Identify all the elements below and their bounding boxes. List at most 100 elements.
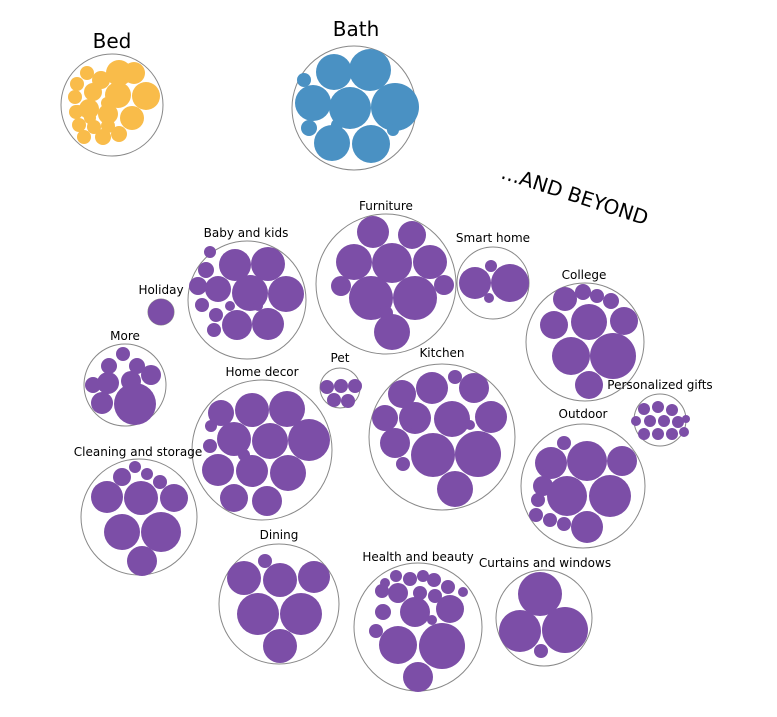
bubble-furniture-8 xyxy=(393,276,437,320)
group-label-personalized-gifts: Personalized gifts xyxy=(607,378,712,392)
bubble-more-3 xyxy=(129,358,145,374)
bubble-outdoor-4 xyxy=(607,446,637,476)
bubble-dining-6 xyxy=(280,593,322,635)
groups-layer: Bed Bath Baby and kids Furniture Smart home C… xyxy=(60,17,713,692)
bubble-holiday-1 xyxy=(148,299,174,325)
bubble-kitchen-15 xyxy=(465,420,475,430)
bubble-health-and-beauty-17 xyxy=(380,578,390,588)
bubble-cleaning-and-storage-10 xyxy=(127,546,157,576)
group-outline-bed xyxy=(60,53,164,157)
bubble-curtains-and-windows-2 xyxy=(499,610,541,652)
bubble-personalized-gifts-7 xyxy=(638,428,650,440)
group-bed: Bed xyxy=(60,29,164,157)
bubble-bath-7 xyxy=(352,125,390,163)
bubble-pet-4 xyxy=(327,393,341,407)
bubble-kitchen-8 xyxy=(475,401,507,433)
bubble-home-decor-8 xyxy=(236,455,268,487)
bubble-outdoor-9 xyxy=(529,508,543,522)
bubble-home-decor-2 xyxy=(235,393,269,427)
bubble-baby-and-kids-13 xyxy=(225,301,235,311)
group-label-bed: Bed xyxy=(93,29,132,53)
group-personalized-gifts: Personalized gifts xyxy=(607,378,713,447)
group-outline-college xyxy=(525,282,645,402)
bubble-bath-10 xyxy=(331,119,343,131)
bubble-health-and-beauty-12 xyxy=(400,597,430,627)
bubble-furniture-5 xyxy=(413,245,447,279)
bubble-kitchen-2 xyxy=(416,372,448,404)
bubble-more-4 xyxy=(85,377,101,393)
bubble-baby-and-kids-7 xyxy=(268,276,304,312)
bubble-smart-home-4 xyxy=(484,293,494,303)
bubble-dining-1 xyxy=(227,561,261,595)
bubble-outdoor-6 xyxy=(547,476,587,516)
bubble-more-2 xyxy=(116,347,130,361)
bubble-pet-3 xyxy=(348,379,362,393)
bubble-bath-11 xyxy=(387,124,399,136)
bubble-home-decor-13 xyxy=(205,420,217,432)
group-label-more: More xyxy=(110,329,140,343)
bubble-outdoor-3 xyxy=(567,441,607,481)
bubble-outdoor-7 xyxy=(589,475,631,517)
bubble-college-5 xyxy=(540,311,568,339)
bubble-bed-14 xyxy=(84,83,102,101)
bubble-personalized-gifts-2 xyxy=(652,401,664,413)
bubble-bath-8 xyxy=(297,73,311,87)
group-outline-home-decor xyxy=(191,379,333,521)
bubble-smart-home-1 xyxy=(459,267,491,299)
bubble-health-and-beauty-2 xyxy=(403,572,417,586)
bubble-personalized-gifts-1 xyxy=(638,403,650,415)
group-outline-baby-and-kids xyxy=(187,240,307,360)
bubble-smart-home-3 xyxy=(485,260,497,272)
bubble-health-and-beauty-18 xyxy=(458,587,468,597)
group-outline-dining xyxy=(218,543,340,665)
bubble-home-decor-9 xyxy=(270,455,306,491)
bubble-baby-and-kids-8 xyxy=(195,298,209,312)
bubble-kitchen-7 xyxy=(434,401,470,437)
bubble-baby-and-kids-2 xyxy=(251,247,285,281)
group-health-and-beauty: Health and beauty xyxy=(353,550,483,692)
bubble-pet-2 xyxy=(334,379,348,393)
bubble-kitchen-12 xyxy=(396,457,410,471)
bubble-furniture-4 xyxy=(372,243,412,283)
bubble-bath-1 xyxy=(316,54,352,90)
bubble-college-8 xyxy=(552,337,590,375)
bubble-health-and-beauty-10 xyxy=(436,595,464,623)
bubble-health-and-beauty-4 xyxy=(427,573,441,587)
bubble-bath-3 xyxy=(295,85,331,121)
bubble-home-decor-7 xyxy=(202,454,234,486)
group-outline-outdoor xyxy=(520,423,646,549)
group-kitchen: Kitchen xyxy=(368,346,516,511)
group-pet: Pet xyxy=(319,351,362,409)
bubble-more-5 xyxy=(97,372,119,394)
bubble-bed-11 xyxy=(123,62,145,84)
bubble-bed-5 xyxy=(68,90,82,104)
bubble-bed-17 xyxy=(120,106,144,130)
bubble-kitchen-9 xyxy=(380,428,410,458)
bubble-cleaning-and-storage-5 xyxy=(91,481,123,513)
group-outline-furniture xyxy=(315,213,457,355)
bubble-bed-10 xyxy=(111,126,127,142)
bubble-bed-16 xyxy=(98,104,118,124)
group-label-bath: Bath xyxy=(333,17,380,41)
bubble-outdoor-10 xyxy=(543,513,557,527)
group-more: More xyxy=(83,329,167,427)
bubble-kitchen-14 xyxy=(402,421,412,431)
group-label-home-decor: Home decor xyxy=(225,365,298,379)
bubble-health-and-beauty-8 xyxy=(413,586,427,600)
bubble-home-decor-14 xyxy=(238,449,250,461)
group-label-curtains-and-windows: Curtains and windows xyxy=(479,556,611,570)
bubble-cleaning-and-storage-4 xyxy=(153,475,167,489)
group-dining: Dining xyxy=(218,528,340,665)
bubble-health-and-beauty-11 xyxy=(375,604,391,620)
bubble-cleaning-and-storage-1 xyxy=(113,468,131,486)
bubble-kitchen-13 xyxy=(437,471,473,507)
bubble-curtains-and-windows-3 xyxy=(542,607,588,653)
bubble-bed-21 xyxy=(84,112,96,124)
bubble-college-7 xyxy=(610,307,638,335)
bubble-health-and-beauty-5 xyxy=(441,580,455,594)
bubble-health-and-beauty-3 xyxy=(417,570,429,582)
bubble-dining-3 xyxy=(263,563,297,597)
bubble-bed-4 xyxy=(70,77,84,91)
bubble-personalized-gifts-12 xyxy=(631,416,641,426)
